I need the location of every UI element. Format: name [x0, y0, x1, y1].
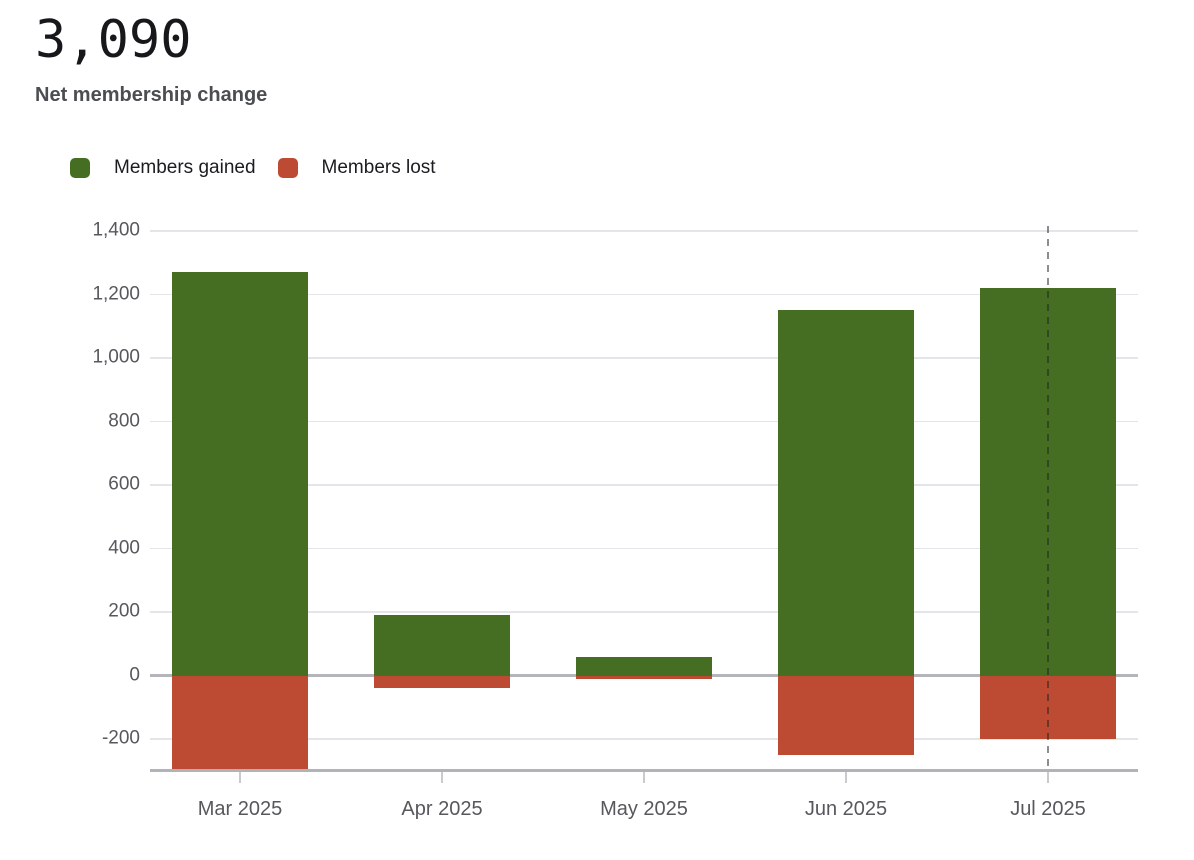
bar-segment-lost[interactable] — [576, 675, 712, 679]
x-axis-label: May 2025 — [600, 798, 688, 820]
x-axis-tick — [1047, 772, 1049, 783]
y-axis-label: 1,000 — [92, 346, 140, 368]
bar-segment-lost[interactable] — [778, 675, 914, 756]
gridline — [150, 484, 1138, 486]
bar-segment-gained[interactable] — [576, 656, 712, 676]
gridline — [150, 611, 1138, 613]
bar-segment-gained[interactable] — [374, 615, 510, 676]
chart-legend: Members gained Members lost — [70, 157, 436, 179]
y-axis-label: 0 — [129, 664, 140, 686]
current-period-marker-line — [1046, 226, 1050, 771]
gridline — [150, 420, 1138, 423]
y-axis-label: 800 — [108, 410, 140, 432]
legend-item-members-lost[interactable]: Members lost — [277, 157, 436, 179]
x-axis-label: Jul 2025 — [1010, 798, 1086, 820]
gridline — [150, 230, 1138, 232]
bar-segment-gained[interactable] — [172, 272, 308, 676]
y-axis-label: 200 — [108, 600, 140, 622]
gridline — [150, 357, 1138, 359]
metric-big-number: 3,090 — [35, 10, 192, 70]
x-axis-tick — [441, 772, 443, 783]
gridline — [150, 738, 1138, 740]
legend-swatch — [277, 158, 298, 178]
legend-label: Members gained — [114, 157, 256, 178]
y-axis-label: 600 — [108, 473, 140, 495]
x-axis-tick — [845, 772, 847, 783]
x-axis-label: Mar 2025 — [197, 798, 283, 820]
x-axis-tick — [239, 772, 241, 783]
y-axis-label: 1,200 — [92, 283, 140, 305]
net-membership-change-chart: 1,400 1,200 1,000 800 600 400 200 0 -200 Mar 202… — [92, 220, 1138, 820]
x-axis-tick — [643, 772, 645, 783]
bar-segment-lost[interactable] — [172, 675, 308, 771]
legend-label: Members lost — [321, 157, 436, 178]
x-axis-label: Jun 2025 — [804, 798, 888, 820]
gridline — [150, 547, 1138, 550]
y-axis-label: -200 — [101, 727, 140, 749]
metric-subtitle: Net membership change — [35, 84, 268, 106]
x-axis-label: Apr 2025 — [401, 798, 483, 820]
legend-item-members-gained[interactable]: Members gained — [70, 157, 256, 179]
gridlines-layer: 1,400 1,200 1,000 800 600 400 200 0 -200 — [92, 220, 1138, 771]
legend-swatch — [70, 158, 90, 178]
gridline — [150, 293, 1138, 296]
bar-segment-gained[interactable] — [778, 310, 914, 676]
x-axis-line — [150, 769, 1138, 772]
x-axis-layer: Mar 2025 Apr 2025 May 2025 Jun 2025 Jul 2025 — [150, 231, 1138, 820]
bar-segment-lost[interactable] — [374, 675, 510, 689]
y-axis-label: 1,400 — [92, 219, 140, 241]
y-axis-label: 400 — [108, 537, 140, 559]
